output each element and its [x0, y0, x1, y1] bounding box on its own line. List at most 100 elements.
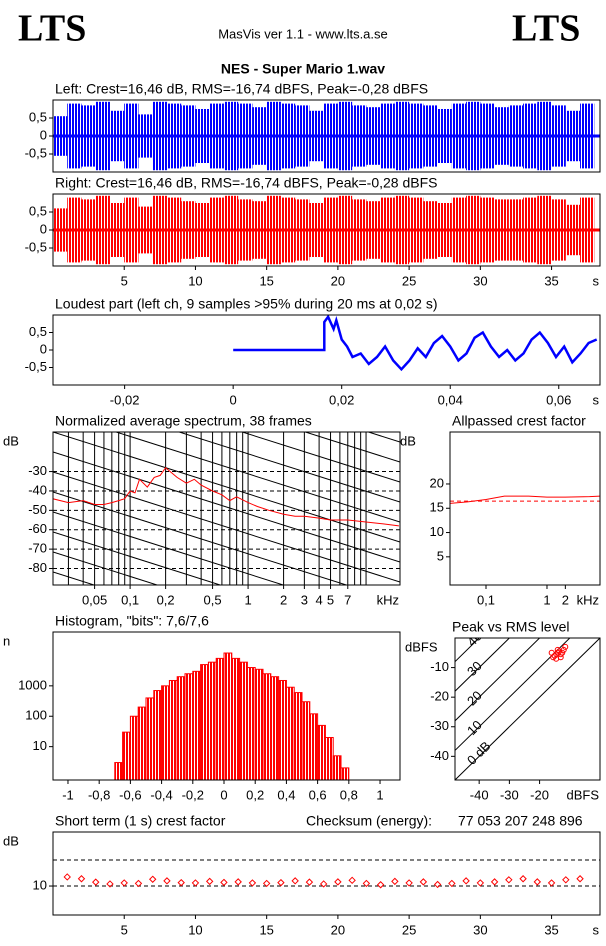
- x-tick-label: 0,6: [309, 787, 327, 802]
- histogram-bar: [176, 676, 186, 780]
- crest-line: [455, 638, 571, 751]
- plot-area: [53, 432, 400, 585]
- x-tick-label: 4: [315, 592, 322, 607]
- data-point: [557, 651, 564, 658]
- data-point: [106, 880, 114, 888]
- x-tick-label: 0,5: [204, 592, 222, 607]
- plot-frame: [52, 99, 601, 173]
- x-tick-label: 35: [544, 922, 558, 937]
- histogram-bar: [278, 679, 287, 780]
- histogram-bar: [153, 690, 163, 780]
- y-tick-label: 0: [40, 221, 47, 236]
- diagonal-guide: [53, 531, 222, 585]
- x-tick-label: 0,05: [82, 592, 107, 607]
- data-point: [177, 878, 185, 887]
- x-tick-label: -20: [530, 787, 549, 802]
- y-tick-label: 10: [430, 524, 444, 539]
- x-tick-label: 5: [327, 592, 334, 607]
- data-point: [291, 877, 299, 885]
- y-tick-label: 0,5: [29, 324, 47, 339]
- chart-title: Right: Crest=16,46 dB, RMS=-16,74 dBFS, …: [55, 175, 437, 191]
- data-point: [319, 880, 328, 888]
- y-tick-label: -0,5: [25, 145, 47, 160]
- y-tick-label: -0,5: [25, 239, 47, 254]
- y-tick-label: 0,5: [29, 109, 47, 124]
- chart-title: Histogram, "bits": 7,6/7,6: [55, 613, 209, 629]
- logo-right: LTS: [512, 8, 580, 50]
- x-tick-label: 2: [280, 592, 287, 607]
- x-tick-label: 3: [301, 592, 308, 607]
- x-tick-label: 7: [344, 592, 351, 607]
- x-tick-label: 15: [259, 273, 273, 288]
- x-axis-label: s: [593, 273, 600, 288]
- histogram-bar: [293, 692, 303, 780]
- data-point: [305, 878, 314, 886]
- y-tick-label: 5: [437, 548, 444, 563]
- x-tick-label: 5: [121, 922, 128, 937]
- chart-title: Left: Crest=16,46 dB, RMS=-16,74 dBFS, P…: [55, 81, 428, 97]
- data-line: [233, 315, 598, 372]
- y-axis-label: dB: [3, 833, 19, 848]
- x-tick-label: 35: [544, 273, 558, 288]
- y-tick-label: 0: [40, 127, 47, 142]
- plot-area: [53, 859, 600, 889]
- x-tick-label: -0,2: [182, 787, 204, 802]
- plot-area: [233, 315, 598, 372]
- histogram-bar: [137, 706, 147, 780]
- y-tick-label: -30: [430, 718, 449, 733]
- diagonal-guide: [53, 511, 285, 585]
- x-tick-label: 5: [121, 273, 128, 288]
- data-point: [490, 878, 499, 886]
- histogram-bar: [340, 767, 350, 780]
- y-tick-label: -50: [28, 502, 47, 517]
- y-tick-label: 1000: [18, 677, 47, 692]
- plot-frame: [52, 431, 401, 586]
- histogram-bar: [231, 657, 241, 780]
- x-tick-label: 1: [543, 592, 550, 607]
- y-axis-label: dB: [400, 433, 416, 448]
- x-tick-label: 0,06: [546, 392, 571, 407]
- histogram-bar: [114, 762, 124, 780]
- data-point: [92, 878, 100, 886]
- histogram-bar: [254, 668, 264, 780]
- data-point: [348, 876, 356, 885]
- x-tick-label: 0: [230, 392, 237, 407]
- data-point: [248, 879, 257, 887]
- data-point: [63, 873, 71, 881]
- y-tick-label: -0,5: [25, 359, 47, 374]
- histogram-bar: [192, 670, 202, 780]
- data-point: [234, 878, 242, 886]
- x-tick-label: 20: [331, 273, 345, 288]
- x-axis-label: dBFS: [566, 787, 599, 802]
- y-tick-label: -40: [28, 482, 47, 497]
- data-point: [559, 649, 566, 656]
- data-point: [533, 878, 542, 886]
- plot-area: [53, 195, 600, 265]
- x-tick-label: -1: [62, 787, 74, 802]
- data-point: [519, 875, 527, 883]
- logo-left: LTS: [18, 8, 86, 50]
- x-tick-label: 0,4: [277, 787, 295, 802]
- data-point: [433, 880, 442, 889]
- diagonal-guide: [240, 432, 400, 483]
- y-axis-label: dBFS: [405, 639, 438, 654]
- x-tick-label: 0,1: [477, 592, 495, 607]
- data-point: [576, 875, 584, 883]
- x-tick-label: 20: [331, 922, 345, 937]
- data-point: [562, 643, 569, 650]
- y-tick-label: 0: [40, 341, 47, 356]
- histogram-bar: [332, 755, 342, 780]
- plot-frame: [52, 631, 401, 781]
- x-tick-label: -0,02: [110, 392, 140, 407]
- data-line: [53, 466, 399, 527]
- data-point: [277, 878, 285, 887]
- y-tick-label: 15: [430, 500, 444, 515]
- histogram-bar: [317, 724, 326, 780]
- histogram-bar: [262, 673, 272, 780]
- y-tick-label: 10: [33, 738, 47, 753]
- data-point: [554, 646, 561, 653]
- x-tick-label: 10: [188, 922, 202, 937]
- plot-frame: [449, 431, 601, 586]
- x-tick-label: 15: [259, 922, 273, 937]
